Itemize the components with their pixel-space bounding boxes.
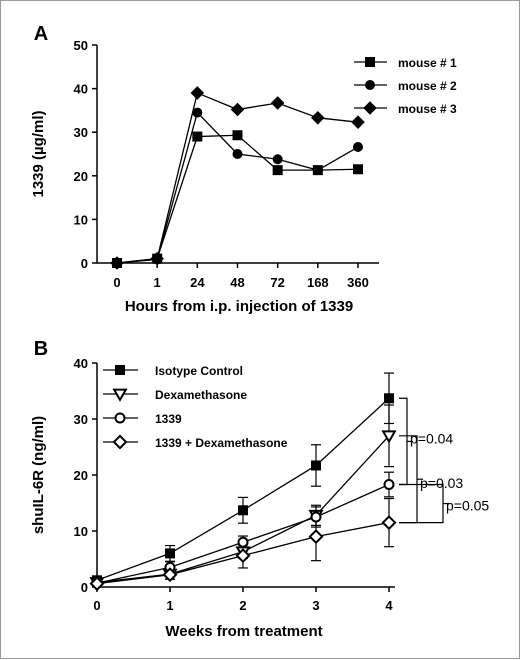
data-point xyxy=(190,86,205,100)
x-tick-label: 24 xyxy=(190,275,205,290)
y-tick-label: 0 xyxy=(81,256,88,271)
legend-label: 1339 xyxy=(155,412,182,426)
p-value-label: p=0.04 xyxy=(410,430,453,446)
data-point xyxy=(238,505,248,516)
data-point xyxy=(162,567,178,583)
x-tick-label: 360 xyxy=(347,275,369,290)
data-point xyxy=(381,430,397,444)
panel-a: A 0 10 20 30 40 50 0 1 24 48 72 168 360 Hours from i.p… xyxy=(30,23,457,315)
data-point xyxy=(272,154,283,165)
x-tick-label: 2 xyxy=(239,598,246,613)
data-point xyxy=(192,107,203,118)
y-tick-label: 40 xyxy=(74,82,88,97)
data-point xyxy=(381,515,397,531)
p-value-label: p=0.03 xyxy=(420,475,463,491)
data-point xyxy=(232,149,243,159)
legend-label: mouse # 1 xyxy=(398,56,457,70)
y-tick-label: 50 xyxy=(74,38,88,53)
data-point xyxy=(311,111,325,125)
data-point xyxy=(310,511,322,523)
x-tick-label: 72 xyxy=(270,275,284,290)
legend-marker xyxy=(365,80,375,90)
data-point xyxy=(353,164,363,175)
x-axis-title: Hours from i.p. injection of 1339 xyxy=(125,298,353,315)
data-point xyxy=(311,460,321,471)
x-tick-label: 1 xyxy=(166,598,173,613)
y-tick-label: 10 xyxy=(74,212,88,227)
legend-label: Isotype Control xyxy=(155,364,243,378)
y-tick-label: 40 xyxy=(74,356,88,371)
data-point xyxy=(235,548,251,564)
y-tick-label: 0 xyxy=(81,580,88,595)
data-point xyxy=(272,165,283,176)
y-tick-label: 20 xyxy=(74,468,88,483)
legend-label: 1339 + Dexamethasone xyxy=(155,436,288,450)
data-point xyxy=(384,393,394,404)
significance-bracket xyxy=(399,397,408,486)
legend-marker xyxy=(363,101,377,115)
data-point xyxy=(89,576,105,592)
legend-label: Dexamethasone xyxy=(155,388,247,402)
data-point xyxy=(353,142,363,153)
x-tick-label: 1 xyxy=(154,275,161,290)
data-point xyxy=(312,165,323,176)
data-point xyxy=(351,115,365,129)
y-tick-label: 30 xyxy=(74,412,88,427)
panel-label-a: A xyxy=(34,23,48,45)
y-axis-title: shuIL-6R (ng/ml) xyxy=(30,416,47,534)
legend-marker xyxy=(115,365,125,375)
data-point xyxy=(192,131,203,142)
data-point xyxy=(383,479,395,491)
data-point xyxy=(308,529,324,545)
x-tick-label: 3 xyxy=(312,598,319,613)
y-tick-label: 20 xyxy=(74,169,88,184)
panel-b: B 0 10 20 30 40 0 1 2 3 4 Weeks from treatment shuIL… xyxy=(30,338,489,640)
data-point xyxy=(110,256,124,270)
x-axis-title: Weeks from treatment xyxy=(165,623,322,640)
data-point xyxy=(232,130,243,141)
legend-marker xyxy=(112,434,128,450)
x-tick-label: 48 xyxy=(230,275,244,290)
y-axis-title: 1339 (µg/ml) xyxy=(30,110,47,197)
y-tick-label: 10 xyxy=(74,524,88,539)
legend-marker xyxy=(112,388,128,402)
data-point xyxy=(165,548,175,559)
legend-label: mouse # 2 xyxy=(398,79,457,93)
legend-label: mouse # 3 xyxy=(398,102,457,116)
y-tick-label: 30 xyxy=(74,125,88,140)
x-tick-label: 0 xyxy=(113,275,120,290)
data-point xyxy=(270,96,285,110)
x-tick-label: 4 xyxy=(385,598,393,613)
x-tick-label: 168 xyxy=(307,275,329,290)
x-tick-label: 0 xyxy=(93,598,100,613)
legend-marker xyxy=(365,57,375,67)
p-value-label: p=0.05 xyxy=(446,498,489,514)
data-point xyxy=(150,251,164,266)
significance-bracket xyxy=(399,435,418,524)
legend-marker xyxy=(114,412,126,424)
data-point xyxy=(237,536,249,548)
data-point xyxy=(230,102,245,117)
panel-label-b: B xyxy=(34,338,48,360)
